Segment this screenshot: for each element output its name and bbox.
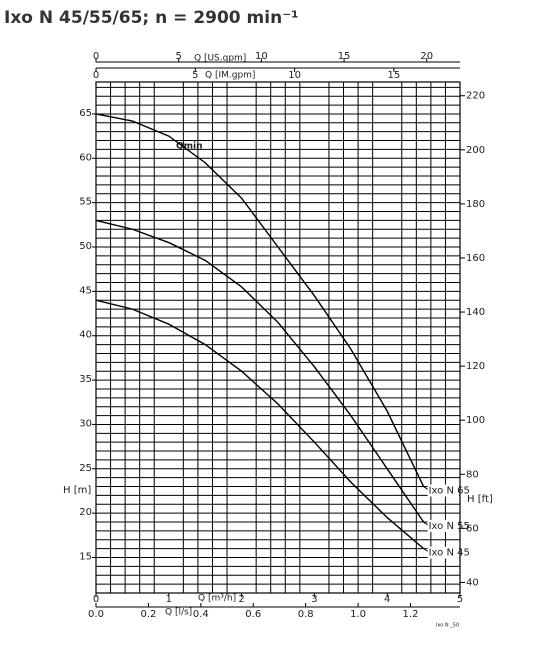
x-axis-label: Q [m³/h]: [198, 594, 236, 604]
secondary-x-tick-label: 10: [288, 70, 301, 81]
legend-label: Ixo N 45: [429, 548, 470, 559]
legend-label: Ixo N 55: [429, 521, 470, 532]
y-tick-label: 15: [79, 552, 92, 563]
y2-tick-label: 180: [466, 199, 485, 210]
x-tick-label: 1: [166, 594, 172, 605]
x-tick-label: 3: [311, 594, 317, 605]
y-tick-label: 60: [79, 152, 92, 163]
chart-title: Ixo N 45/55/65; n = 2900 min⁻¹: [4, 8, 299, 28]
plot-frame: [95, 81, 461, 594]
secondary-x-tick-label: 5: [176, 51, 182, 62]
secondary-x-tick-label: 5: [192, 70, 198, 81]
y2-tick-label: 60: [466, 523, 479, 534]
y2-tick-label: 120: [466, 361, 485, 372]
x-tick-label: 0: [93, 594, 99, 605]
secondary-x-tick-label: 0: [93, 70, 99, 81]
y-tick-label: 40: [79, 330, 92, 341]
secondary-x-tick-label: 0.2: [140, 609, 156, 620]
y-tick-label: 30: [79, 418, 92, 429]
secondary-x-tick-label: 0.6: [245, 609, 261, 620]
y2-tick-label: 80: [466, 469, 479, 480]
secondary-x-tick-label: 0.8: [298, 609, 314, 620]
y-tick-label: 20: [79, 507, 92, 518]
y2-tick-label: 140: [466, 307, 485, 318]
secondary-x-axis-label: Q [l/s]: [165, 608, 192, 618]
secondary-x-tick-label: 1.0: [350, 609, 366, 620]
x-tick-label: 4: [384, 594, 390, 605]
y2-tick-label: 40: [466, 577, 479, 588]
y2-tick-label: 220: [466, 91, 485, 102]
secondary-x-tick-label: 15: [338, 51, 351, 62]
curve: [95, 299, 425, 550]
secondary-x-tick-label: 0.0: [88, 609, 104, 620]
y2-tick-label: 100: [466, 415, 485, 426]
annotation: Qmin: [176, 142, 203, 152]
y-tick-label: 25: [79, 463, 92, 474]
secondary-x-tick-label: 20: [420, 51, 433, 62]
legend-box: [427, 520, 459, 533]
secondary-x-tick-label: 1.2: [403, 609, 419, 620]
secondary-x-tick-label: 15: [388, 70, 401, 81]
y-tick-label: 50: [79, 241, 92, 252]
y2-tick-label: 200: [466, 145, 485, 156]
y2-tick-label: 160: [466, 253, 485, 264]
y-tick-label: 65: [79, 108, 92, 119]
legend-box: [427, 484, 459, 497]
secondary-x-axis-label: Q [IM.gpm]: [205, 71, 255, 81]
curve: [95, 113, 425, 487]
y-tick-label: 35: [79, 374, 92, 385]
secondary-x-tick-label: 0.4: [193, 609, 209, 620]
curve: [95, 219, 425, 523]
y-tick-label: 55: [79, 197, 92, 208]
secondary-x-tick-label: 10: [255, 51, 268, 62]
footnote: Ixo N _50: [436, 623, 459, 629]
y-axis-label: H [m]: [63, 485, 91, 496]
legend-label: Ixo N 65: [429, 486, 470, 497]
secondary-x-axis-label: Q [US.gpm]: [194, 54, 246, 64]
secondary-x-tick-label: 0: [93, 51, 99, 62]
x-tick-label: 2: [238, 594, 244, 605]
y2-axis-label: H [ft]: [467, 494, 493, 505]
x-tick-label: 5: [457, 594, 463, 605]
y-tick-label: 45: [79, 285, 92, 296]
legend-box: [427, 546, 459, 559]
